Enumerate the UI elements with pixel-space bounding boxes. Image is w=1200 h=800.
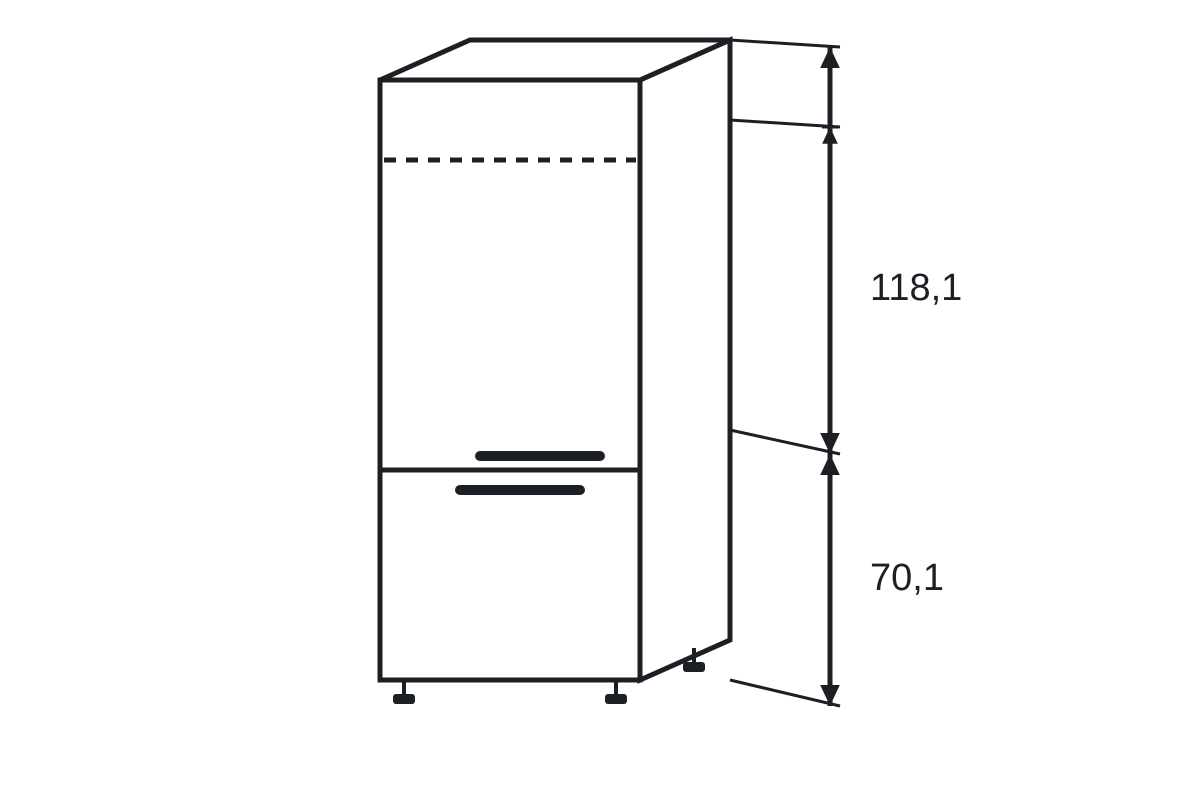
- dimension-upper-label: 118,1: [870, 267, 962, 309]
- dimension-lower-label: 70,1: [870, 557, 944, 599]
- cabinet-side: [640, 40, 730, 680]
- dimension-lines: [820, 47, 840, 706]
- cabinet-dimension-diagram: 118,1 70,1: [0, 0, 1200, 800]
- cabinet-front: [380, 80, 640, 680]
- dimension-witness-lines: [730, 40, 840, 706]
